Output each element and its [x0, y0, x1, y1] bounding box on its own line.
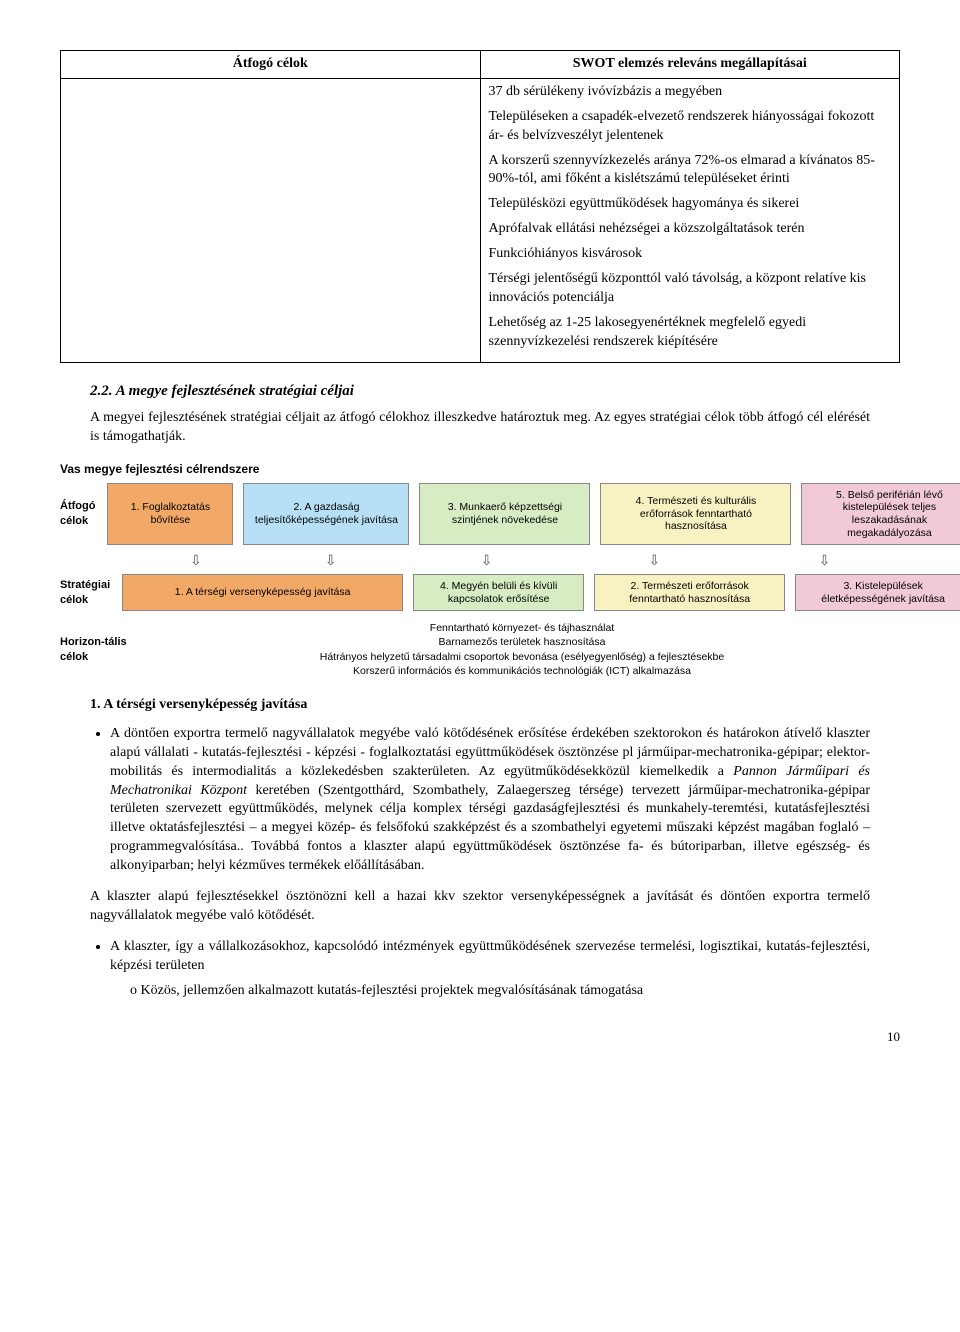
arrow-down-icon: ⇩: [749, 551, 900, 570]
th-left: Átfogó célok: [61, 51, 481, 79]
goal-box: 3. Munkaerő képzettségi szintjének növek…: [419, 483, 590, 545]
swot-item: Településközi együttműködések hagyománya…: [489, 195, 892, 214]
para-2-2: A megyei fejlesztésének stratégiai célja…: [90, 409, 870, 447]
sub-list: o Közös, jellemzően alkalmazott kutatás-…: [130, 982, 870, 1001]
goal-box: 1. Foglalkoztatás bővítése: [107, 483, 233, 545]
bullet-1: A döntően exportra termelő nagyvállalato…: [110, 725, 870, 876]
goal-box: 5. Belső periférián lévő kistelepülések …: [801, 483, 960, 545]
goals-diagram: Átfogó célok 1. Foglalkoztatás bővítése2…: [60, 483, 900, 678]
swot-item: A korszerű szennyvízkezelés aránya 72%-o…: [489, 152, 892, 190]
swot-item: Településeken a csapadék-elvezető rendsz…: [489, 108, 892, 146]
th-right: SWOT elemzés releváns megállapításai: [480, 51, 900, 79]
swot-table: Átfogó célok SWOT elemzés releváns megál…: [60, 50, 900, 363]
goal-box: 4. Természeti és kulturális erőforrások …: [600, 483, 791, 545]
page-number: 10: [60, 1028, 900, 1046]
diagram-title: Vas megye fejlesztési célrendszere: [60, 461, 900, 477]
td-left-empty: [61, 78, 481, 362]
swot-item: Lehetőség az 1-25 lakosegyenértéknek meg…: [489, 314, 892, 352]
para-klaszter: A klaszter alapú fejlesztésekkel ösztönö…: [90, 888, 870, 926]
arrow-row-1: ⇩ ⇩ ⇩ ⇩ ⇩: [144, 551, 900, 570]
td-right-content: 37 db sérülékeny ivóvízbázis a megyében …: [480, 78, 900, 362]
diagram-row-horizontalis: Horizon-tális célok Fenntartható környez…: [60, 621, 900, 678]
horiz-item: Barnamezős területek hasznosítása: [144, 635, 900, 649]
row-label-strategiai: Stratégiai célok: [60, 574, 110, 611]
arrow-down-icon: ⇩: [260, 551, 402, 570]
swot-item: Aprófalvak ellátási nehézségei a közszol…: [489, 220, 892, 239]
heading-1: 1. A térségi versenyképesség javítása: [90, 696, 870, 715]
heading-2-2: 2.2. A megye fejlesztésének stratégiai c…: [90, 381, 900, 401]
arrow-down-icon: ⇩: [413, 551, 559, 570]
swot-item: Térségi jelentőségű központtól való távo…: [489, 270, 892, 308]
sub-item: o Közös, jellemzően alkalmazott kutatás-…: [130, 982, 870, 1001]
bullet-2-text: A klaszter, így a vállalkozásokhoz, kapc…: [110, 939, 870, 973]
diagram-row-atfogo: Átfogó célok 1. Foglalkoztatás bővítése2…: [60, 483, 900, 545]
horiz-item: Korszerű információs és kommunikációs te…: [144, 664, 900, 678]
row-label-horiz: Horizon-tális célok: [60, 621, 132, 678]
diagram-row-strategiai: Stratégiai célok 1. A térségi versenykép…: [60, 574, 900, 611]
row-label-atfogo: Átfogó célok: [60, 483, 95, 545]
bullet-2: A klaszter, így a vállalkozásokhoz, kapc…: [110, 938, 870, 1001]
strategy-box: 1. A térségi versenyképesség javítása: [122, 574, 403, 611]
strategy-box: 2. Természeti erőforrások fenntartható h…: [594, 574, 785, 611]
bullet-list-1: A döntően exportra termelő nagyvállalato…: [110, 725, 870, 876]
bullet-list-2: A klaszter, így a vállalkozásokhoz, kapc…: [110, 938, 870, 1001]
horiz-item: Fenntartható környezet- és tájhasználat: [144, 621, 900, 635]
horizontal-goals: Fenntartható környezet- és tájhasználat …: [144, 621, 900, 678]
horiz-item: Hátrányos helyzetű társadalmi csoportok …: [144, 650, 900, 664]
strategy-box: 3. Kistelepülések életképességének javít…: [795, 574, 960, 611]
arrow-down-icon: ⇩: [572, 551, 737, 570]
swot-item: 37 db sérülékeny ivóvízbázis a megyében: [489, 83, 892, 102]
swot-item: Funkcióhiányos kisvárosok: [489, 245, 892, 264]
arrow-down-icon: ⇩: [144, 551, 248, 570]
strategy-box: 4. Megyén belüli és kívüli kapcsolatok e…: [413, 574, 584, 611]
goal-box: 2. A gazdaság teljesítőképességének javí…: [243, 483, 409, 545]
